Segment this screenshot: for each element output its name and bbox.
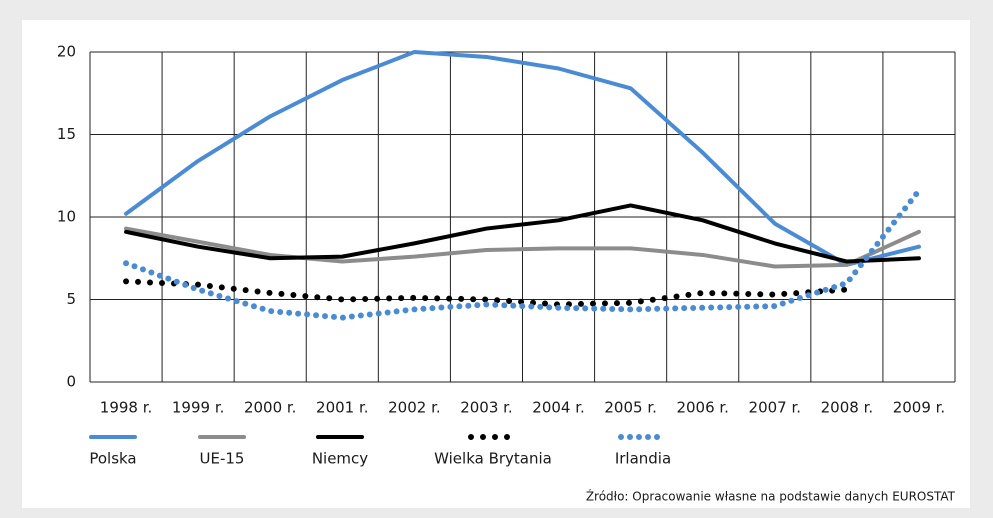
series-line [124, 203, 921, 264]
x-tick-label: 2000 r. [244, 399, 297, 417]
x-tick-label: 2004 r. [532, 399, 585, 417]
series-line [124, 50, 921, 267]
source-note: Źródło: Opracowanie własne na podstawie … [586, 489, 956, 504]
legend-label: Niemcy [312, 450, 368, 468]
x-tick-label: 2006 r. [676, 399, 729, 417]
legend-label: Polska [89, 450, 136, 468]
legend-label: Irlandia [615, 450, 671, 468]
legend-label: UE-15 [200, 450, 245, 468]
x-tick-label: 1998 r. [100, 399, 153, 417]
series-line [123, 278, 850, 308]
x-tick-label: 2009 r. [893, 399, 946, 417]
y-tick-label: 15 [57, 125, 76, 143]
y-tick-label: 20 [57, 43, 76, 61]
series-line [123, 187, 922, 321]
x-tick-label: 2003 r. [460, 399, 513, 417]
y-tick-label: 5 [66, 290, 76, 308]
x-tick-label: 2005 r. [604, 399, 657, 417]
x-tick-label: 2008 r. [821, 399, 874, 417]
x-tick-label: 2001 r. [316, 399, 369, 417]
y-tick-label: 10 [57, 208, 76, 226]
x-tick-label: 2002 r. [388, 399, 441, 417]
series-line [124, 226, 921, 269]
x-tick-label: 1999 r. [172, 399, 225, 417]
legend-label: Wielka Brytania [434, 450, 552, 468]
y-tick-label: 0 [66, 373, 76, 391]
x-tick-label: 2007 r. [749, 399, 802, 417]
